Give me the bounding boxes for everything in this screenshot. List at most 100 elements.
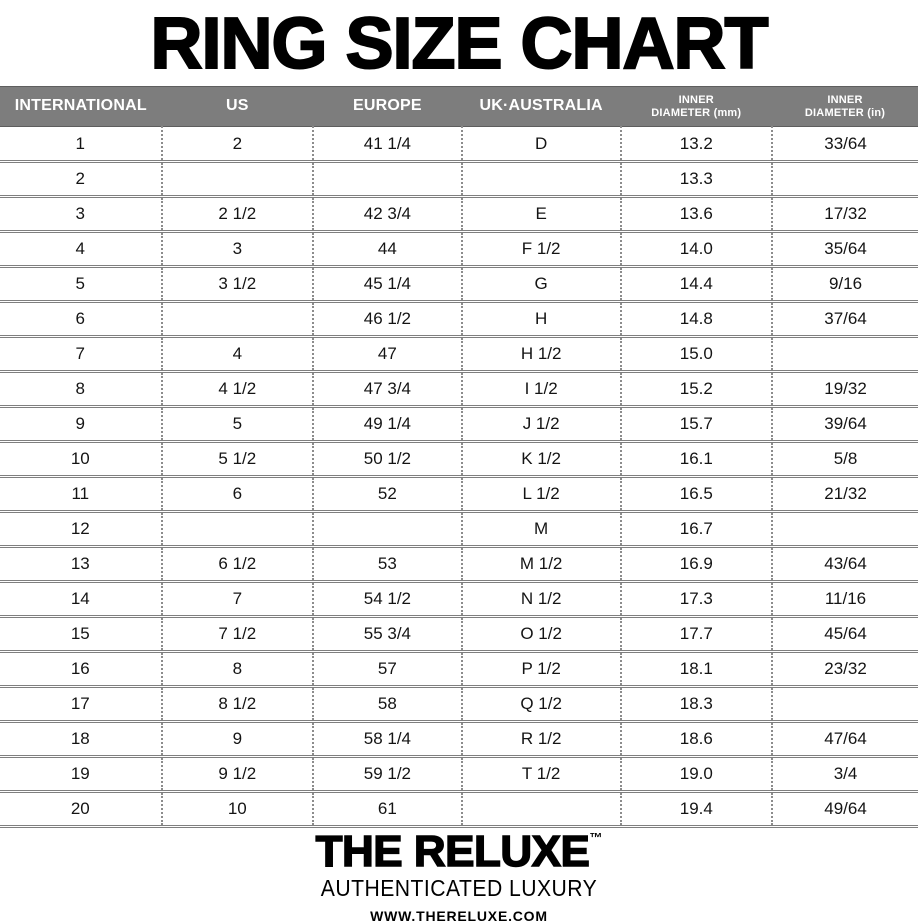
table-row: 19 9 1/2 59 1/2 T 1/2 19.0 3/4	[0, 756, 918, 793]
cell	[313, 511, 463, 548]
cell: N 1/2	[461, 581, 622, 618]
table-row: 1 2 41 1/4 D 13.2 33/64	[0, 126, 918, 163]
cell: 16.9	[620, 546, 774, 583]
header-row: INTERNATIONAL US EUROPE UK·AUSTRALIA INNER DI…	[0, 86, 918, 127]
table-row: 2 13.3	[0, 161, 918, 198]
cell: 47	[313, 336, 463, 373]
cell: 15.2	[620, 371, 774, 408]
column-header-5: INNER DIAMETER (in)	[772, 86, 918, 127]
cell: 2	[161, 126, 315, 163]
table-row: 18 9 58 1/4 R 1/2 18.6 47/64	[0, 721, 918, 758]
cell: K 1/2	[461, 441, 622, 478]
table-header: INTERNATIONAL US EUROPE UK·AUSTRALIA INNER DI…	[0, 86, 918, 127]
cell: 46 1/2	[313, 301, 463, 338]
cell: 33/64	[772, 126, 918, 163]
cell: 13.6	[620, 196, 774, 233]
cell: 17/32	[772, 196, 918, 233]
column-header-3: UK·AUSTRALIA	[461, 86, 621, 127]
cell: 61	[313, 791, 463, 828]
table-row: 17 8 1/2 58 Q 1/2 18.3	[0, 686, 918, 723]
cell: L 1/2	[461, 476, 622, 513]
cell: 49/64	[772, 791, 918, 828]
cell: 39/64	[772, 406, 918, 443]
cell: 3/4	[772, 756, 918, 793]
cell: 14.8	[620, 301, 774, 338]
table-row: 12 M 16.7	[0, 511, 918, 548]
table-row: 15 7 1/2 55 3/4 O 1/2 17.7 45/64	[0, 616, 918, 653]
cell: 13.3	[620, 161, 774, 198]
cell: 8 1/2	[161, 686, 315, 723]
cell: 3	[0, 196, 163, 233]
cell: 16	[0, 651, 163, 688]
cell: J 1/2	[461, 406, 622, 443]
cell: 52	[313, 476, 463, 513]
cell: E	[461, 196, 622, 233]
cell: 41 1/4	[313, 126, 463, 163]
cell: 5 1/2	[161, 441, 315, 478]
cell: 5	[161, 406, 315, 443]
cell	[161, 301, 315, 338]
table-row: 20 10 61 19.4 49/64	[0, 791, 918, 828]
cell: G	[461, 266, 622, 303]
table-row: 16 8 57 P 1/2 18.1 23/32	[0, 651, 918, 688]
website-url: WWW.THERELUXE.COM	[370, 908, 548, 924]
table-row: 9 5 49 1/4 J 1/2 15.7 39/64	[0, 406, 918, 443]
cell: 35/64	[772, 231, 918, 268]
cell: 17	[0, 686, 163, 723]
cell	[161, 161, 315, 198]
cell: 13	[0, 546, 163, 583]
table-row: 13 6 1/2 53 M 1/2 16.9 43/64	[0, 546, 918, 583]
table-body: 1 2 41 1/4 D 13.2 33/64 2 13.3 3 2 1/2 42 3/4 E 13.6…	[0, 126, 918, 828]
cell: 45 1/4	[313, 266, 463, 303]
cell: M 1/2	[461, 546, 622, 583]
cell: 49 1/4	[313, 406, 463, 443]
table-row: 6 46 1/2 H 14.8 37/64	[0, 301, 918, 338]
cell: 19.4	[620, 791, 774, 828]
cell: 11	[0, 476, 163, 513]
cell: 3	[161, 231, 315, 268]
cell: D	[461, 126, 622, 163]
brand-logo: THE RELUXE™	[0, 827, 918, 876]
cell: 9/16	[772, 266, 918, 303]
brand-tagline: AUTHENTICATED LUXURY	[320, 875, 598, 901]
table-row: 14 7 54 1/2 N 1/2 17.3 11/16	[0, 581, 918, 618]
cell: 7	[161, 581, 315, 618]
cell: 18.3	[620, 686, 774, 723]
cell: 19.0	[620, 756, 774, 793]
table-row: 4 3 44 F 1/2 14.0 35/64	[0, 231, 918, 268]
cell	[772, 511, 918, 548]
table-row: 11 6 52 L 1/2 16.5 21/32	[0, 476, 918, 513]
cell: 8	[0, 371, 163, 408]
cell: M	[461, 511, 622, 548]
cell: 5	[0, 266, 163, 303]
cell: R 1/2	[461, 721, 622, 758]
cell: 50 1/2	[313, 441, 463, 478]
cell: 2 1/2	[161, 196, 315, 233]
cell: 13.2	[620, 126, 774, 163]
cell: 43/64	[772, 546, 918, 583]
cell: 17.3	[620, 581, 774, 618]
cell: 5/8	[772, 441, 918, 478]
column-header-4: INNER DIAMETER (mm)	[620, 86, 773, 127]
cell: F 1/2	[461, 231, 622, 268]
brand-name: THE RELUXE	[315, 827, 591, 876]
cell: 6 1/2	[161, 546, 315, 583]
cell: 14.0	[620, 231, 774, 268]
cell: 9	[161, 721, 315, 758]
cell: 55 3/4	[313, 616, 463, 653]
cell: 58	[313, 686, 463, 723]
cell: 3 1/2	[161, 266, 315, 303]
cell: 18	[0, 721, 163, 758]
cell: 37/64	[772, 301, 918, 338]
cell	[772, 161, 918, 198]
column-header-0: INTERNATIONAL	[0, 86, 162, 127]
cell: 15.0	[620, 336, 774, 373]
cell	[161, 511, 315, 548]
cell: 4 1/2	[161, 371, 315, 408]
cell: 18.6	[620, 721, 774, 758]
cell: 16.5	[620, 476, 774, 513]
trademark-symbol: ™	[589, 830, 603, 845]
cell: 47/64	[772, 721, 918, 758]
